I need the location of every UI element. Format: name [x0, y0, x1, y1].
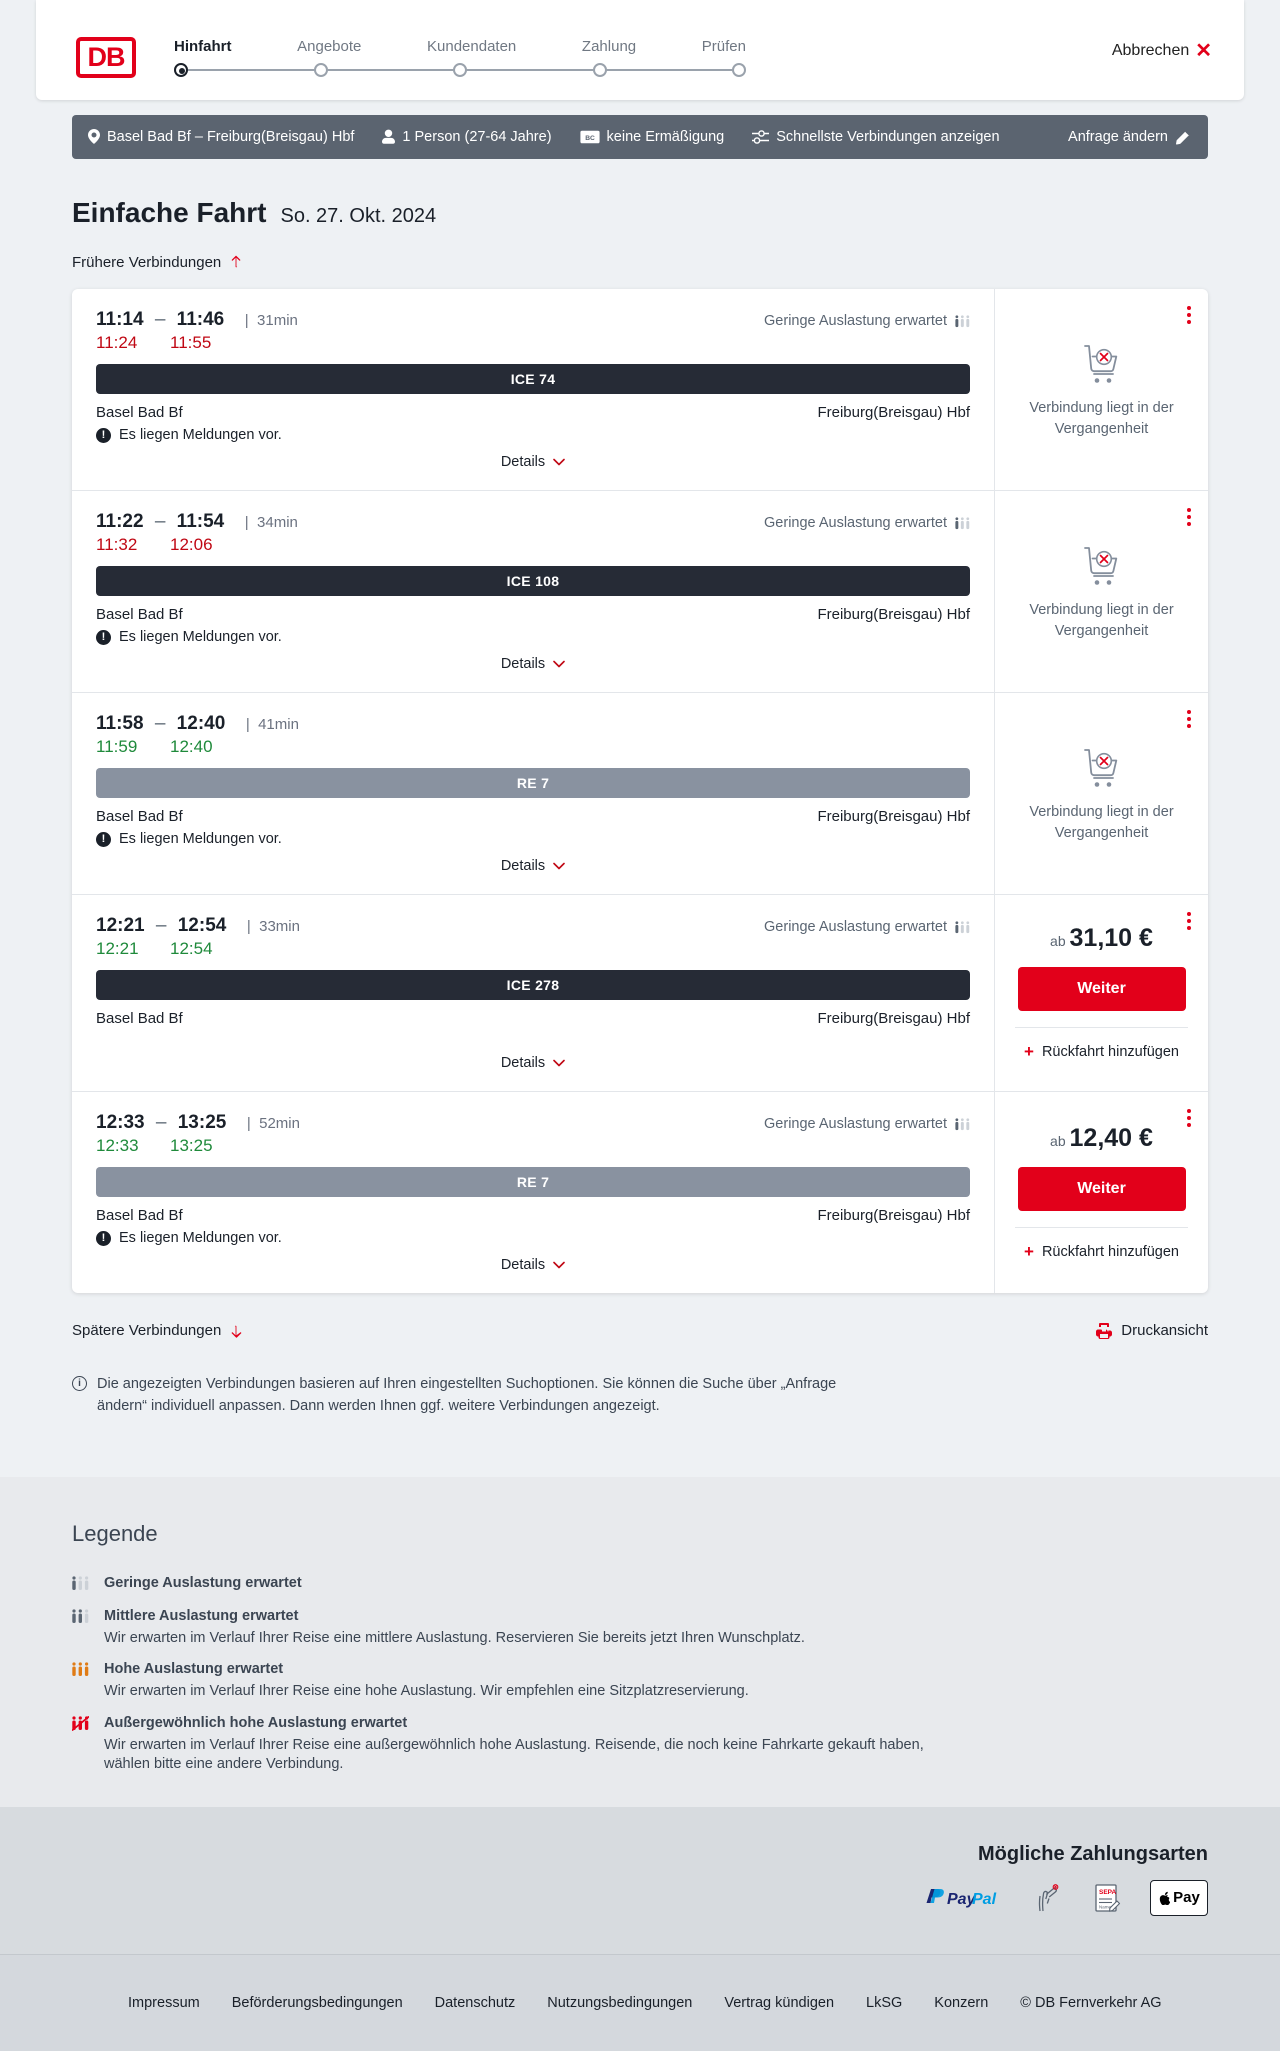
svg-text:Pal: Pal — [972, 1891, 997, 1908]
svg-text:SEPA: SEPA — [1099, 1889, 1117, 1896]
svg-text:BC: BC — [585, 135, 595, 142]
